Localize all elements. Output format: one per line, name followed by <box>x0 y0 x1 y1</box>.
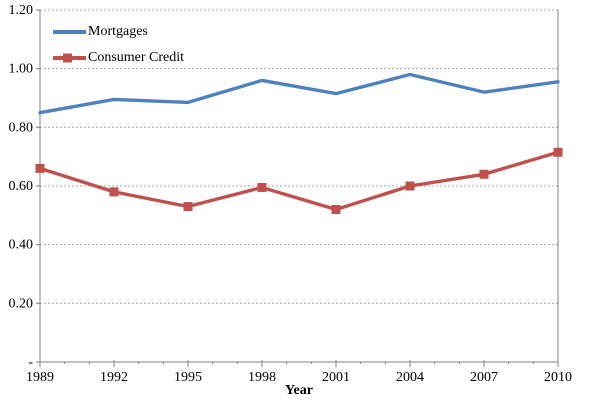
consumer-credit-series-line <box>38 150 560 212</box>
legend-label-consumer-credit: Consumer Credit <box>88 50 185 65</box>
x-tick-label: 2010 <box>544 370 572 385</box>
x-tick-label: 2001 <box>322 370 350 385</box>
chart-legend: Mortgages Consumer Credit <box>52 19 184 71</box>
y-tick-label: 1.00 <box>9 62 34 77</box>
y-tick-label: 0.60 <box>9 179 34 194</box>
x-tick-label: 1992 <box>100 370 128 385</box>
consumer-credit-marker <box>553 147 563 157</box>
y-tick-label: 1.20 <box>9 3 34 18</box>
consumer-credit-marker <box>109 187 119 197</box>
x-tick-label: 1998 <box>248 370 276 385</box>
x-axis-title: Year <box>285 383 313 398</box>
y-tick-label: 0.80 <box>9 120 34 135</box>
consumer-credit-marker <box>479 169 489 179</box>
mortgages-legend-swatch <box>53 30 86 34</box>
legend-label-mortgages: Mortgages <box>88 24 148 39</box>
consumer-credit-marker <box>257 182 267 192</box>
y-tick-label: - <box>28 355 33 370</box>
consumer-credit-legend-swatch <box>53 53 86 63</box>
consumer-credit-marker <box>35 163 45 173</box>
x-tick-label: 1995 <box>174 370 202 385</box>
legend-item-mortgages: Mortgages <box>52 19 184 45</box>
x-tick-label: 2004 <box>396 370 424 385</box>
consumer-credit-marker <box>331 204 341 214</box>
consumer-credit-marker <box>183 202 193 212</box>
mortgages-series-line <box>38 72 560 115</box>
legend-item-consumer-credit: Consumer Credit <box>52 45 184 71</box>
y-tick-label: 0.40 <box>9 238 34 253</box>
x-tick-label: 2007 <box>470 370 498 385</box>
y-tick-label: 0.20 <box>9 296 34 311</box>
x-tick-label: 1989 <box>26 370 54 385</box>
consumer-credit-marker <box>405 181 415 191</box>
